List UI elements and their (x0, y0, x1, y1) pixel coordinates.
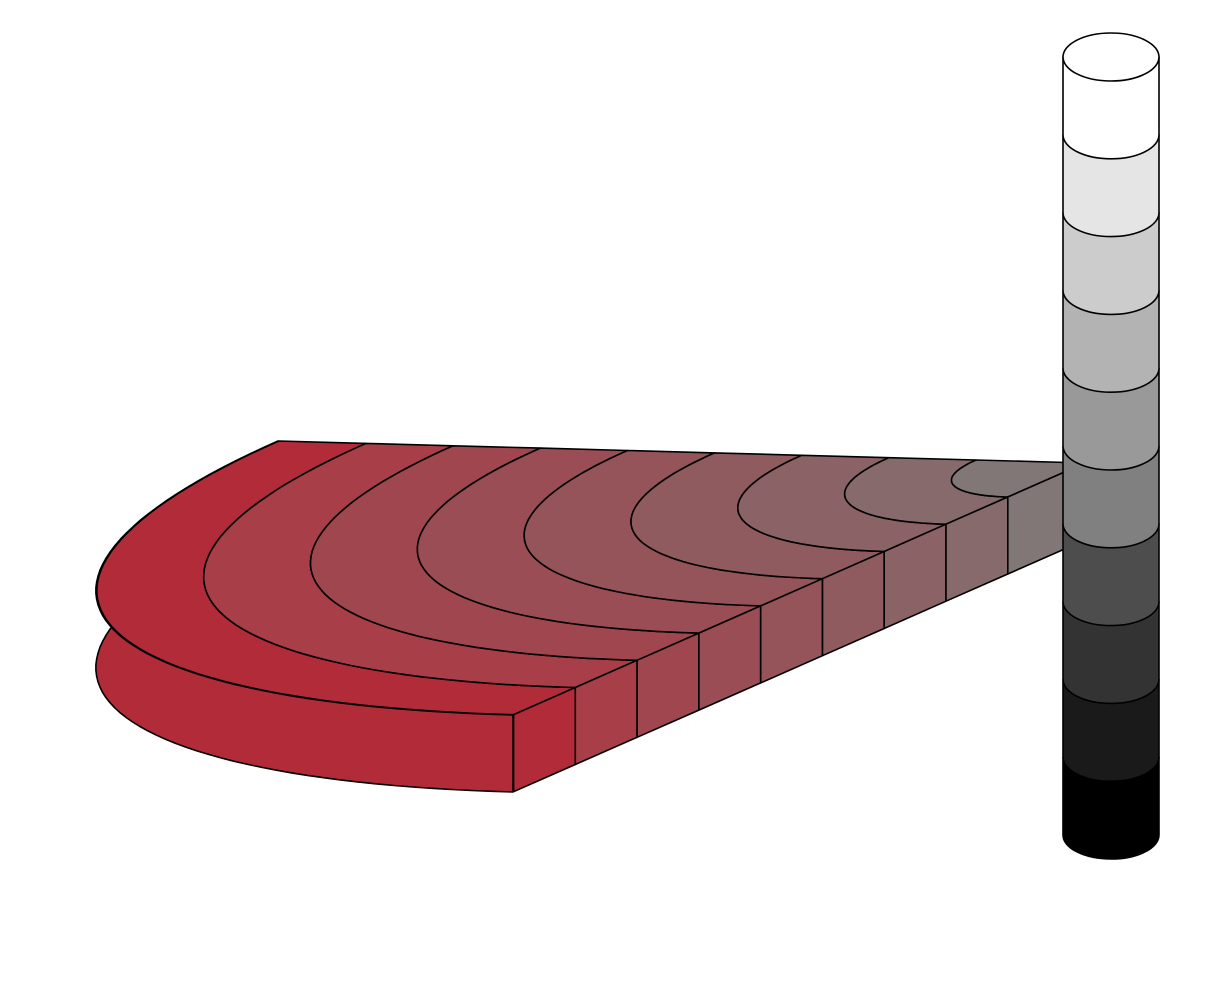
column-segment (1062, 289, 1160, 393)
column-segment (1062, 523, 1160, 627)
column-segment (1062, 56, 1160, 160)
column-top (1062, 32, 1160, 82)
column-segment (1062, 211, 1160, 316)
column-segment (1062, 134, 1160, 238)
column-segment (1062, 678, 1160, 782)
column-segment (1062, 367, 1160, 471)
column-segment (1062, 756, 1160, 860)
column-segment (1062, 445, 1160, 549)
column-segment (1062, 600, 1160, 705)
slice-ring-top (950, 459, 1086, 498)
